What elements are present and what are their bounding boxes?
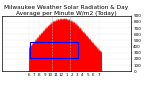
Title: Milwaukee Weather Solar Radiation & Day Average per Minute W/m2 (Today): Milwaukee Weather Solar Radiation & Day … <box>4 5 128 16</box>
Bar <box>29 42 78 58</box>
